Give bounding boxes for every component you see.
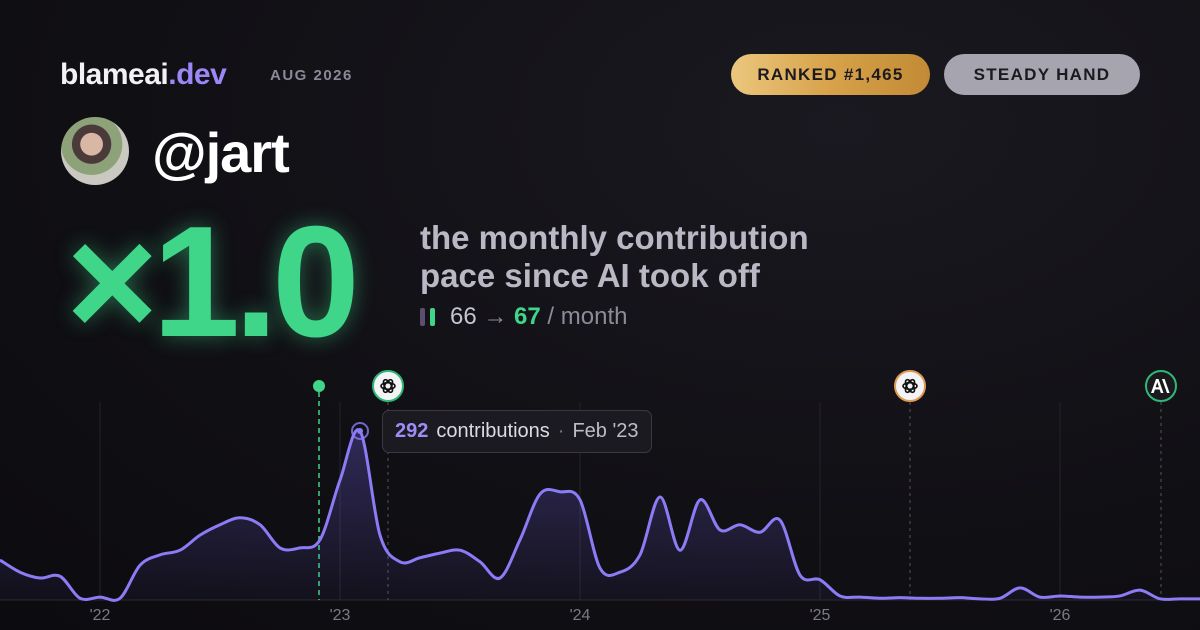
handle: @jart: [152, 121, 290, 184]
description-line: the monthly contribution: [420, 219, 809, 256]
event-icon: [372, 370, 404, 402]
brand-name: blameai: [60, 58, 169, 91]
pace-unit: / month: [547, 303, 628, 330]
tooltip-date: Feb '23: [572, 420, 639, 442]
multiplier: ×1.0: [66, 194, 360, 370]
x-tick-label: '26: [1050, 607, 1071, 624]
highlight-dot: [357, 427, 363, 434]
tooltip-label: contributions: [436, 420, 550, 442]
x-tick-label: '22: [90, 607, 111, 624]
x-tick-label: '25: [810, 607, 831, 624]
line: [0, 428, 1200, 602]
after-swatch: [430, 308, 435, 326]
x-tick-label: '24: [570, 607, 591, 624]
rank-badge: RANKED #1,465: [731, 54, 930, 95]
tooltip: 292 contributions · Feb '23: [382, 410, 652, 453]
description: the monthly contribution pace since AI to…: [420, 219, 809, 295]
avatar: [61, 117, 129, 185]
brand: blameai.dev: [60, 58, 227, 92]
brand-tld: .dev: [168, 58, 227, 91]
pace-after: 67: [514, 303, 541, 330]
tooltip-value: 292: [395, 420, 429, 442]
highlight-point: [351, 421, 369, 440]
x-tick-label: '23: [330, 607, 351, 624]
area: [0, 429, 1200, 601]
event-icon: [894, 370, 926, 402]
persona-badge: STEADY HAND: [944, 54, 1140, 95]
description-line: pace since AI took off: [420, 257, 760, 294]
tooltip-separator: ·: [557, 420, 565, 442]
arrow: →: [483, 303, 508, 330]
pace: 66 → 67 / month: [420, 303, 627, 331]
before-swatch: [420, 308, 425, 326]
event-icon: [1145, 370, 1177, 402]
period: AUG 2026: [270, 67, 353, 84]
pace-before: 66: [450, 303, 477, 330]
event-dot: [313, 380, 325, 392]
